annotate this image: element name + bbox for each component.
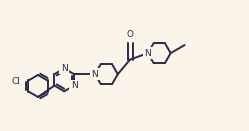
Text: Cl: Cl xyxy=(12,77,20,86)
Text: N: N xyxy=(71,81,77,90)
Text: N: N xyxy=(144,49,151,58)
Text: O: O xyxy=(126,31,133,39)
Text: N: N xyxy=(92,70,98,79)
Text: N: N xyxy=(61,64,67,73)
